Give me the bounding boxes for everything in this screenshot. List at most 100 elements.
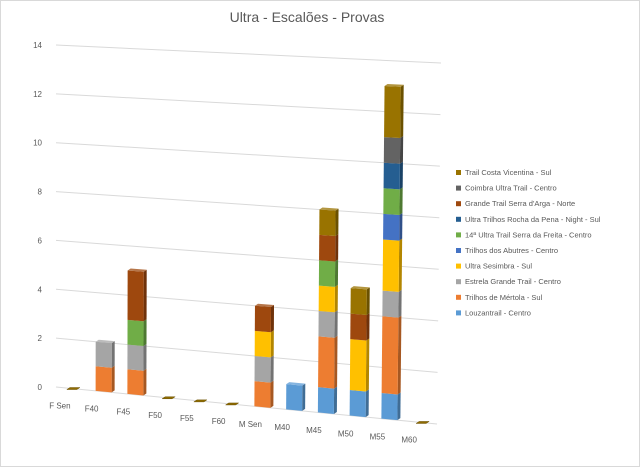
x-tick-label: F50: [148, 411, 162, 420]
bar-segment: [382, 289, 402, 318]
legend-item: Ultra Trilhos Rocha da Pena - Night - Su…: [456, 215, 601, 224]
legend-swatch: [456, 248, 461, 253]
bar-segment: [319, 208, 339, 237]
legend-label: Trilhos dos Abutres - Centro: [465, 246, 558, 255]
bar-segment: [318, 259, 339, 287]
bar-segment-front: [95, 366, 112, 393]
bar-segment-side: [399, 136, 404, 164]
bar-segment-side: [334, 284, 338, 313]
bar-segment: [317, 386, 338, 414]
bar-segment-side: [398, 289, 402, 318]
bar-segment-front: [382, 239, 400, 292]
bar-segment-empty: [161, 396, 176, 400]
bar-group-m50: [349, 286, 370, 418]
bar-segment-side: [398, 238, 403, 292]
legend-item: Louzantrail - Centro: [456, 308, 531, 317]
legend-label: Ultra Trilhos Rocha da Pena - Night - Su…: [465, 215, 601, 224]
bar-group-m60: [415, 421, 430, 424]
bar-segment: [318, 335, 338, 389]
legend-item: Grande Trail Serra d'Arga - Norte: [456, 199, 575, 208]
y-tick-label: 6: [38, 236, 43, 245]
bar-segment-side: [270, 305, 275, 333]
bar-segment-front: [382, 290, 399, 318]
legend-item: Trilhos dos Abutres - Centro: [456, 246, 558, 255]
bar-segment-side: [270, 355, 274, 383]
y-tick-label: 8: [38, 188, 43, 197]
y-tick-label: 2: [38, 334, 43, 343]
x-tick-label: M50: [338, 429, 354, 438]
y-tick-label: 14: [33, 41, 42, 50]
bar-segment: [318, 284, 338, 313]
gridline: [55, 239, 439, 270]
bar-segment-side: [143, 368, 147, 396]
bar-segment: [349, 338, 370, 392]
gridline: [55, 288, 439, 322]
bar-segment-side: [302, 383, 306, 411]
y-tick-label: 4: [38, 285, 43, 294]
x-tick-label: F55: [180, 414, 194, 423]
bar-segment-front: [318, 260, 336, 287]
bar-segment-front: [381, 393, 398, 421]
bar-segment: [254, 330, 274, 358]
x-tick-label: M55: [370, 432, 386, 441]
x-tick-label: M Sen: [239, 420, 262, 429]
x-tick-label: M45: [306, 426, 322, 435]
bar-segment: [254, 380, 274, 408]
bar-top-face: [254, 303, 275, 308]
bar-top-face: [384, 83, 404, 87]
bar-segment-front: [383, 213, 400, 241]
bar-segment-front: [350, 288, 367, 315]
bar-segment: [381, 392, 401, 421]
x-axis-ticks: F Sen F40 F45 F50 F55 F60 M Sen M40 M45 M50 M55 M60: [49, 402, 417, 445]
legend-label: Trail Costa Vicentina - Sul: [465, 168, 552, 177]
legend-swatch: [456, 170, 461, 175]
legend-swatch: [456, 263, 461, 269]
bar-top-face: [319, 207, 339, 211]
bar-segment-front: [127, 319, 144, 347]
bar-segment-side: [334, 310, 338, 338]
bar-segment-side: [365, 389, 369, 418]
bar-group-f-sen: [66, 387, 81, 390]
bar-segment-front: [254, 330, 271, 358]
bar-segment-front: [254, 355, 271, 383]
bar-segment: [254, 355, 274, 383]
legend-item: Ultra Sesimbra - Sul: [456, 262, 532, 271]
bar-top-face: [95, 339, 115, 344]
bar-top-face: [286, 382, 306, 386]
bar-segment: [127, 368, 147, 396]
x-tick-label: F Sen: [49, 402, 70, 411]
bar-segment-side: [335, 234, 339, 262]
legend-label: 14ª Ultra Trail Serra da Freita - Centro: [465, 230, 592, 239]
bar-segment: [127, 319, 147, 347]
legend-label: Trilhos de Mértola - Sul: [465, 293, 543, 302]
bar-segment: [350, 287, 370, 315]
bar-segment-front: [317, 387, 335, 414]
bar-segment: [383, 161, 403, 190]
bar-group-m40: [286, 382, 306, 411]
bar-group-m-sen: [254, 303, 275, 408]
bar-group-f60: [224, 402, 240, 406]
bar-segment-side: [399, 161, 403, 190]
legend-label: Grande Trail Serra d'Arga - Norte: [465, 199, 575, 208]
legend-swatch: [456, 310, 461, 316]
legend-label: Estrela Grande Trail - Centro: [465, 277, 561, 286]
bar-segment-side: [335, 208, 339, 237]
bar-segment-side: [143, 269, 147, 322]
bar-group-f55: [193, 399, 208, 403]
bar-segment-front: [318, 285, 335, 313]
legend-swatch: [456, 232, 461, 238]
gridline: [55, 44, 442, 64]
y-tick-label: 0: [38, 383, 43, 392]
bar-segment-front: [350, 313, 367, 341]
bar-segment-empty: [224, 402, 240, 406]
bar-segment: [286, 383, 306, 411]
bar-segment-side: [143, 319, 147, 347]
bar-segment: [254, 305, 275, 333]
bar-segment: [95, 365, 115, 393]
bar-segment-front: [127, 344, 144, 371]
bar-top-face: [127, 268, 147, 272]
gridline: [55, 142, 440, 167]
bar-segment-side: [400, 84, 404, 139]
